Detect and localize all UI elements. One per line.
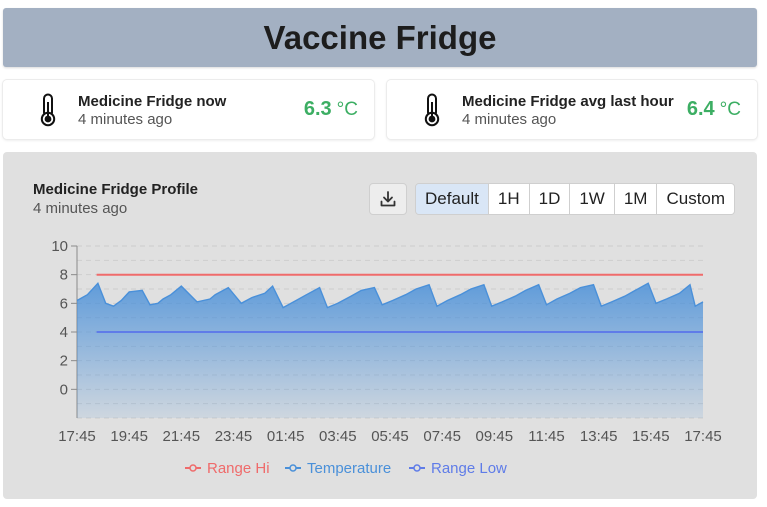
x-tick-label: 15:45 [632, 428, 670, 445]
x-tick-label: 07:45 [423, 428, 461, 445]
x-tick-label: 21:45 [163, 428, 201, 445]
legend-marker-range-hi [189, 464, 197, 472]
range-default-button[interactable]: Default [416, 184, 488, 214]
x-tick-label: 11:45 [528, 428, 564, 445]
x-tick-label: 01:45 [267, 428, 305, 445]
current-temperature-card: Medicine Fridge now 4 minutes ago 6.3 °C [3, 80, 374, 139]
temperature-chart: 0 2 4 6 8 10 17:45 19:45 21:45 23:45 01:45 03:45 05:… [51, 238, 722, 477]
y-tick-label: 10 [51, 238, 68, 255]
card-title: Medicine Fridge now [78, 93, 227, 110]
card-timestamp: 4 minutes ago [462, 111, 557, 128]
time-range-selector: Default 1H 1D 1W 1M Custom [415, 183, 736, 215]
x-tick-label: 05:45 [371, 428, 409, 445]
range-1h-button[interactable]: 1H [487, 184, 529, 214]
download-icon [380, 191, 396, 207]
y-tick-label: 0 [60, 381, 68, 398]
average-temperature-card: Medicine Fridge avg last hour 4 minutes … [387, 80, 757, 139]
card-title: Medicine Fridge avg last hour [462, 93, 674, 110]
x-tick-label: 23:45 [215, 428, 253, 445]
chart-panel-title: Medicine Fridge Profile [33, 181, 199, 198]
x-tick-label: 03:45 [319, 428, 357, 445]
legend-label-range-low: Range Low [431, 460, 507, 477]
y-tick-label: 6 [60, 295, 68, 312]
temperature-unit: °C [719, 99, 741, 120]
x-tick-label: 17:45 [684, 428, 722, 445]
legend-label-range-hi: Range Hi [207, 460, 270, 477]
x-tick-label: 17:45 [58, 428, 96, 445]
x-tick-label: 13:45 [580, 428, 618, 445]
temperature-number: 6.4 [686, 98, 715, 120]
range-1w-button[interactable]: 1W [569, 184, 614, 214]
y-tick-label: 4 [60, 324, 68, 341]
page-title: Vaccine Fridge [263, 18, 497, 56]
legend-marker-temperature [289, 464, 297, 472]
y-tick-label: 8 [60, 267, 68, 284]
temperature-unit: °C [336, 99, 358, 120]
range-1d-button[interactable]: 1D [528, 184, 570, 214]
temperature-value: 6.3 °C [304, 98, 358, 121]
legend-label-temperature: Temperature [307, 460, 391, 477]
x-tick-label: 19:45 [110, 428, 148, 445]
x-tick-label: 09:45 [476, 428, 514, 445]
card-timestamp: 4 minutes ago [78, 111, 173, 128]
thermometer-icon [40, 93, 56, 127]
range-custom-button[interactable]: Custom [656, 184, 735, 214]
temperature-area [77, 283, 703, 418]
download-button[interactable] [369, 183, 407, 215]
legend-marker-range-low [413, 464, 421, 472]
temperature-value: 6.4 °C [687, 98, 741, 121]
history-chart-panel: Medicine Fridge Profile 4 minutes ago De… [3, 152, 757, 499]
temperature-number: 6.3 [303, 98, 332, 120]
y-tick-label: 2 [60, 353, 68, 370]
temperature-line [76, 282, 704, 309]
range-1m-button[interactable]: 1M [613, 184, 657, 214]
page-header: Vaccine Fridge [3, 8, 757, 67]
thermometer-icon [424, 93, 440, 127]
chart-panel-timestamp: 4 minutes ago [33, 200, 128, 217]
